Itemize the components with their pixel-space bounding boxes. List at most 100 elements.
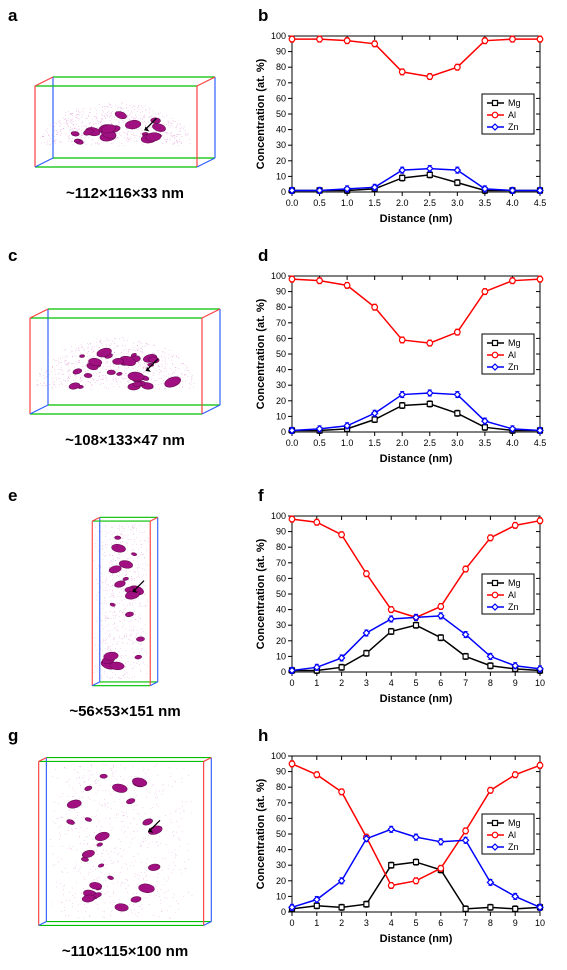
svg-text:0.0: 0.0 <box>286 198 299 208</box>
svg-text:0: 0 <box>289 678 294 688</box>
dims-e: ~56×53×151 nm <box>69 703 180 720</box>
svg-text:3: 3 <box>364 918 369 928</box>
svg-text:50: 50 <box>276 829 286 839</box>
svg-text:9: 9 <box>513 678 518 688</box>
panel-g: g ~110×115×100 nm <box>0 720 250 960</box>
svg-text:1.0: 1.0 <box>341 198 354 208</box>
chart-b: 0.00.51.01.52.02.53.03.54.04.50102030405… <box>250 28 550 228</box>
svg-text:1.5: 1.5 <box>368 438 381 448</box>
svg-text:7: 7 <box>463 918 468 928</box>
svg-text:2: 2 <box>339 678 344 688</box>
render-c <box>15 299 235 424</box>
svg-text:1: 1 <box>314 678 319 688</box>
svg-text:80: 80 <box>276 542 286 552</box>
svg-text:0: 0 <box>281 667 286 677</box>
svg-text:0.5: 0.5 <box>313 198 326 208</box>
panel-d: d 0.00.51.01.52.02.53.03.54.04.501020304… <box>250 240 567 480</box>
svg-text:100: 100 <box>271 31 286 41</box>
svg-text:0: 0 <box>281 187 286 197</box>
svg-text:Distance (nm): Distance (nm) <box>380 693 453 705</box>
svg-text:0: 0 <box>281 427 286 437</box>
panel-c-label: c <box>8 246 17 266</box>
svg-text:40: 40 <box>276 125 286 135</box>
svg-text:Al: Al <box>508 350 516 360</box>
svg-text:60: 60 <box>276 573 286 583</box>
svg-text:Concentration (at. %): Concentration (at. %) <box>255 298 267 409</box>
dims-c: ~108×133×47 nm <box>65 432 185 449</box>
svg-text:30: 30 <box>276 140 286 150</box>
svg-text:10: 10 <box>276 411 286 421</box>
render-a <box>20 67 230 177</box>
svg-text:70: 70 <box>276 318 286 328</box>
svg-text:Mg: Mg <box>508 818 521 828</box>
panel-d-label: d <box>258 246 268 266</box>
svg-text:8: 8 <box>488 918 493 928</box>
chart-f: 0123456789100102030405060708090100Concen… <box>250 508 550 708</box>
chart-h: 0123456789100102030405060708090100Concen… <box>250 748 550 948</box>
svg-text:10: 10 <box>276 891 286 901</box>
svg-text:4: 4 <box>389 918 394 928</box>
svg-text:50: 50 <box>276 589 286 599</box>
svg-text:100: 100 <box>271 751 286 761</box>
svg-text:70: 70 <box>276 78 286 88</box>
svg-text:Zn: Zn <box>508 122 519 132</box>
svg-text:70: 70 <box>276 798 286 808</box>
svg-text:3.0: 3.0 <box>451 438 464 448</box>
svg-text:4: 4 <box>389 678 394 688</box>
panel-f: f 0123456789100102030405060708090100Conc… <box>250 480 567 720</box>
svg-text:Distance (nm): Distance (nm) <box>380 453 453 465</box>
svg-text:0: 0 <box>289 918 294 928</box>
svg-text:100: 100 <box>271 511 286 521</box>
panel-a: a ~112×116×33 nm <box>0 0 250 240</box>
svg-text:Al: Al <box>508 830 516 840</box>
panel-b-label: b <box>258 6 268 26</box>
svg-text:70: 70 <box>276 558 286 568</box>
svg-text:Concentration (at. %): Concentration (at. %) <box>255 538 267 649</box>
svg-text:5: 5 <box>413 918 418 928</box>
svg-text:10: 10 <box>535 918 545 928</box>
svg-text:10: 10 <box>276 171 286 181</box>
svg-text:Concentration (at. %): Concentration (at. %) <box>255 778 267 889</box>
svg-text:80: 80 <box>276 62 286 72</box>
panel-h-label: h <box>258 726 268 746</box>
svg-text:1.5: 1.5 <box>368 198 381 208</box>
svg-text:Mg: Mg <box>508 98 521 108</box>
dims-a: ~112×116×33 nm <box>66 185 184 202</box>
svg-text:Distance (nm): Distance (nm) <box>380 933 453 945</box>
svg-text:90: 90 <box>276 527 286 537</box>
svg-text:1.0: 1.0 <box>341 438 354 448</box>
svg-text:Zn: Zn <box>508 362 519 372</box>
panel-b: b 0.00.51.01.52.02.53.03.54.04.501020304… <box>250 0 567 240</box>
svg-text:Al: Al <box>508 590 516 600</box>
svg-text:60: 60 <box>276 813 286 823</box>
svg-text:0.5: 0.5 <box>313 438 326 448</box>
svg-text:Zn: Zn <box>508 842 519 852</box>
svg-text:90: 90 <box>276 47 286 57</box>
svg-text:4.0: 4.0 <box>506 198 519 208</box>
svg-text:30: 30 <box>276 380 286 390</box>
svg-text:4.0: 4.0 <box>506 438 519 448</box>
svg-text:3.5: 3.5 <box>479 438 492 448</box>
panel-e-label: e <box>8 486 17 506</box>
svg-text:6: 6 <box>438 678 443 688</box>
svg-text:3.5: 3.5 <box>479 198 492 208</box>
svg-text:Mg: Mg <box>508 578 521 588</box>
svg-text:7: 7 <box>463 678 468 688</box>
svg-text:80: 80 <box>276 782 286 792</box>
chart-d: 0.00.51.01.52.02.53.03.54.04.50102030405… <box>250 268 550 468</box>
svg-text:40: 40 <box>276 365 286 375</box>
panel-c: c ~108×133×47 nm <box>0 240 250 480</box>
svg-text:Distance (nm): Distance (nm) <box>380 213 453 225</box>
svg-text:1: 1 <box>314 918 319 928</box>
svg-text:0: 0 <box>281 907 286 917</box>
svg-text:5: 5 <box>413 678 418 688</box>
svg-text:60: 60 <box>276 93 286 103</box>
render-g <box>20 748 230 935</box>
svg-text:50: 50 <box>276 349 286 359</box>
svg-text:3.0: 3.0 <box>451 198 464 208</box>
svg-text:60: 60 <box>276 333 286 343</box>
panel-h: h 0123456789100102030405060708090100Conc… <box>250 720 567 960</box>
svg-text:4.5: 4.5 <box>534 438 547 448</box>
svg-text:2: 2 <box>339 918 344 928</box>
figure-grid: a ~112×116×33 nm b 0.00.51.01.52.02.53.0… <box>0 0 567 960</box>
